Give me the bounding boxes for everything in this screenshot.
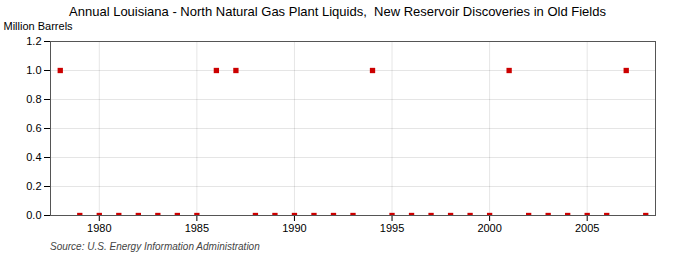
svg-text:2000: 2000 [477, 222, 501, 234]
svg-text:1.0: 1.0 [26, 64, 41, 76]
svg-text:0.0: 0.0 [26, 209, 41, 221]
svg-text:0.4: 0.4 [26, 151, 41, 163]
svg-text:0.2: 0.2 [26, 180, 41, 192]
svg-text:0.8: 0.8 [26, 93, 41, 105]
svg-text:1980: 1980 [87, 222, 111, 234]
svg-text:1.2: 1.2 [26, 35, 41, 47]
html-text:Source: U.S. Energy Informatio: Source: U.S. Energy Information Administ… [50, 241, 260, 252]
svg-text:1995: 1995 [380, 222, 404, 234]
svg-text:2005: 2005 [575, 222, 599, 234]
svg-text:0.6: 0.6 [26, 122, 41, 134]
svg-text:Million Barrels: Million Barrels [4, 20, 74, 32]
svg-text:1990: 1990 [282, 222, 306, 234]
svg-text:1985: 1985 [185, 222, 209, 234]
html-text:Annual Louisiana - North Natur: Annual Louisiana - North Natural Gas Pla… [69, 4, 606, 19]
